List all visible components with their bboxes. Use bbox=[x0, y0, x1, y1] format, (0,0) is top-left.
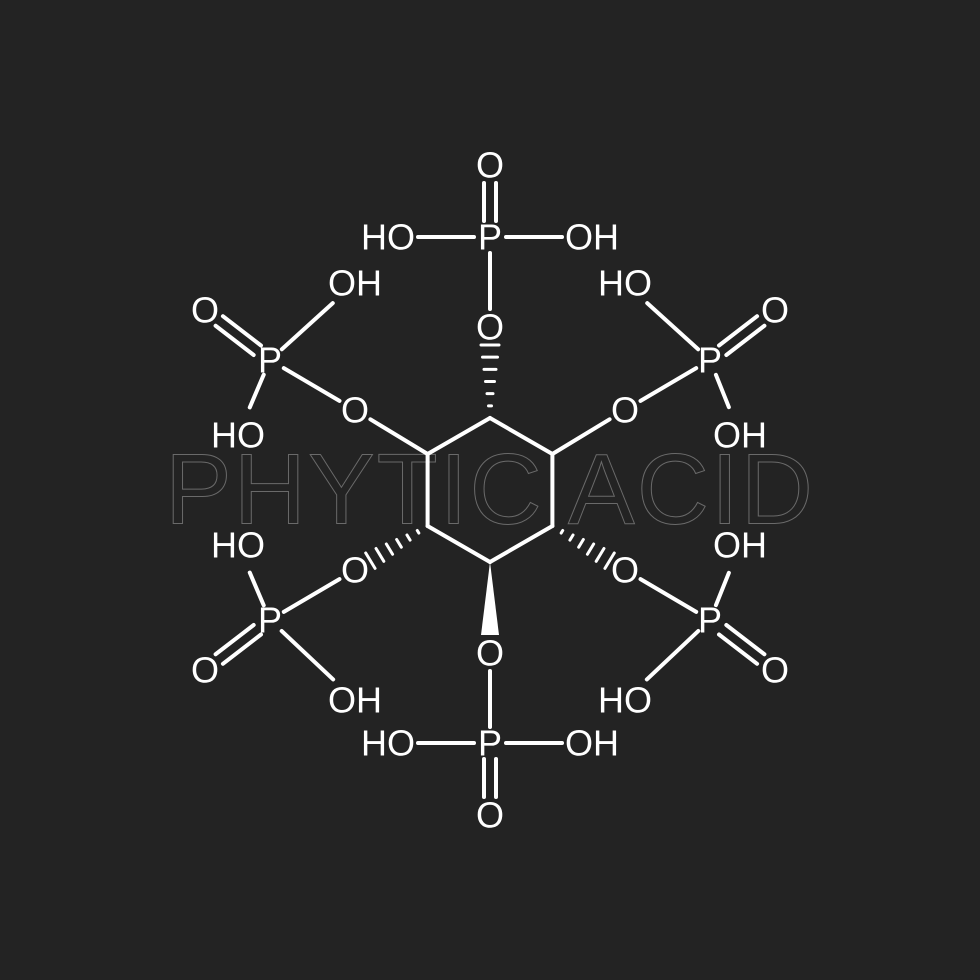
svg-text:O: O bbox=[611, 390, 639, 431]
svg-text:O: O bbox=[191, 650, 219, 691]
svg-text:OH: OH bbox=[565, 217, 619, 258]
svg-text:O: O bbox=[476, 795, 504, 836]
svg-text:OH: OH bbox=[713, 525, 767, 566]
svg-text:OH: OH bbox=[565, 723, 619, 764]
svg-text:HO: HO bbox=[211, 525, 265, 566]
svg-text:O: O bbox=[191, 290, 219, 331]
svg-text:HO: HO bbox=[211, 415, 265, 456]
svg-text:O: O bbox=[611, 550, 639, 591]
svg-text:O: O bbox=[476, 145, 504, 186]
svg-text:P: P bbox=[478, 217, 502, 258]
svg-text:O: O bbox=[341, 550, 369, 591]
svg-text:OH: OH bbox=[328, 680, 382, 721]
svg-text:P: P bbox=[478, 723, 502, 764]
svg-text:P: P bbox=[698, 340, 722, 381]
svg-text:OH: OH bbox=[713, 415, 767, 456]
svg-text:O: O bbox=[341, 390, 369, 431]
svg-text:O: O bbox=[761, 650, 789, 691]
svg-text:HO: HO bbox=[598, 680, 652, 721]
svg-text:O: O bbox=[476, 633, 504, 674]
svg-text:OH: OH bbox=[328, 263, 382, 304]
molecule-svg: OHOPOHOHOOPOHOOHOPHOOOHPOHOOHOPOOHOOHOPO… bbox=[0, 0, 980, 980]
svg-text:HO: HO bbox=[361, 217, 415, 258]
svg-text:HO: HO bbox=[598, 263, 652, 304]
svg-text:P: P bbox=[258, 340, 282, 381]
svg-text:P: P bbox=[258, 600, 282, 641]
molecule-diagram: PHYTIC ACID OHOPOHOHOOPOHOOHOPHOOOHPOHOO… bbox=[0, 0, 980, 980]
svg-text:HO: HO bbox=[361, 723, 415, 764]
svg-text:O: O bbox=[476, 307, 504, 348]
svg-text:O: O bbox=[761, 290, 789, 331]
svg-text:P: P bbox=[698, 600, 722, 641]
